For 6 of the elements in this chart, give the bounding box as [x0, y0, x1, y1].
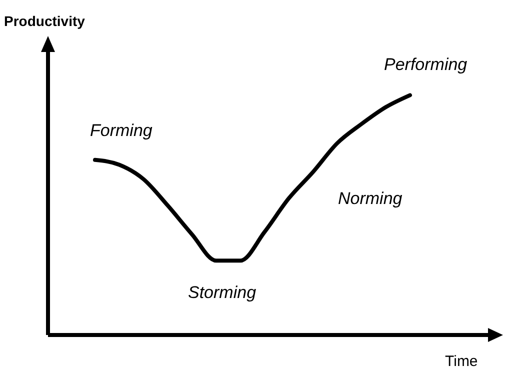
annotation: Forming: [90, 121, 153, 140]
annotation: Norming: [338, 189, 403, 208]
text: Performing: [384, 55, 468, 74]
y-axis-title: Productivity: [4, 13, 86, 29]
annotation: Storming: [188, 283, 257, 302]
x-axis-title: Time: [445, 353, 478, 370]
